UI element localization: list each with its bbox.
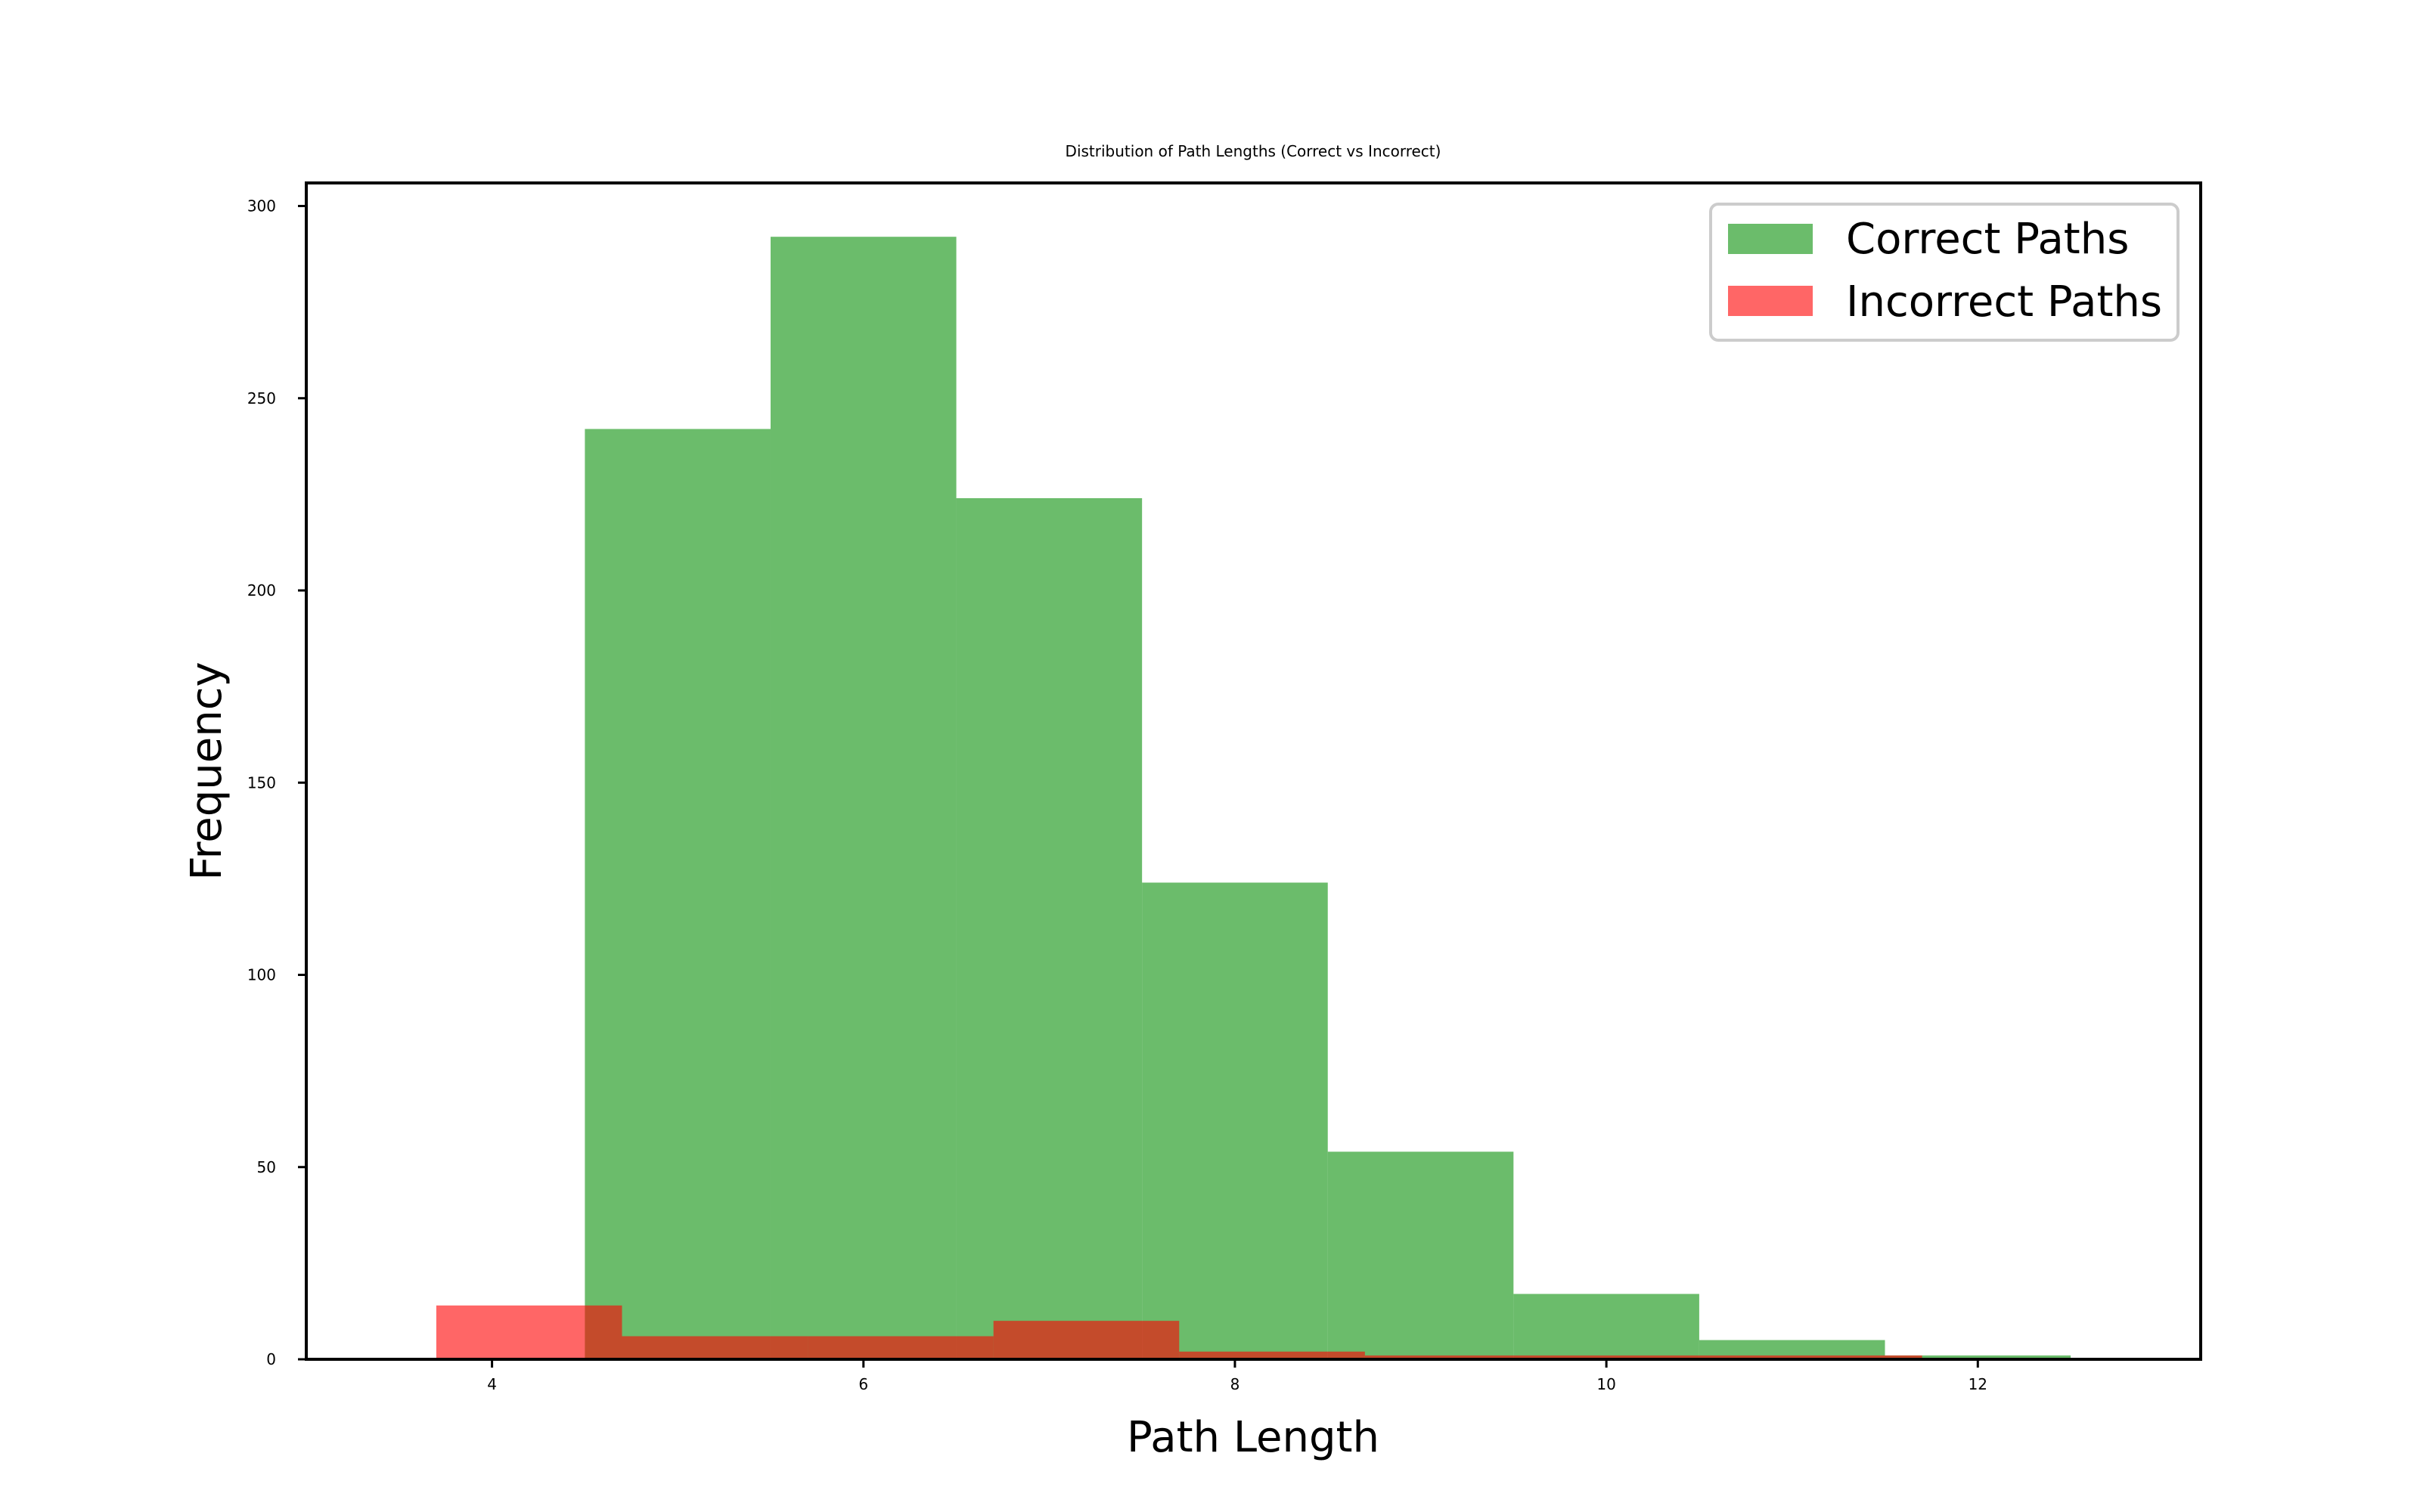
y-axis-label: Frequency [182,662,231,880]
bar-correct-paths-3 [1142,882,1328,1359]
legend-swatch-correct [1728,224,1813,254]
y-tick-label: 0 [266,1350,276,1368]
bar-incorrect-paths-5 [1364,1355,1551,1359]
bar-incorrect-paths-7 [1736,1355,1922,1359]
x-axis: 4 6 8 10 12 [487,1359,1987,1393]
x-tick-label: 4 [487,1375,497,1393]
y-tick-label: 300 [247,197,276,215]
y-tick-label: 50 [257,1158,276,1176]
bar-incorrect-paths-4 [1179,1351,1365,1359]
bar-correct-paths-2 [956,497,1143,1360]
y-tick-label: 200 [247,581,276,600]
legend-label-incorrect: Incorrect Paths [1846,277,2162,327]
x-tick-label: 6 [858,1375,868,1393]
bars-layer [436,237,2071,1360]
x-tick-label: 10 [1596,1375,1615,1393]
x-tick-label: 8 [1230,1375,1240,1393]
x-axis-label: Path Length [1127,1413,1379,1462]
y-tick-label: 250 [247,389,276,407]
bar-incorrect-paths-2 [808,1336,994,1359]
y-tick-label: 150 [247,773,276,792]
bar-incorrect-paths-0 [436,1305,622,1359]
bar-correct-paths-5 [1513,1294,1699,1359]
bar-incorrect-paths-6 [1550,1355,1737,1359]
bar-correct-paths-0 [585,429,771,1359]
bar-correct-paths-1 [770,237,957,1359]
legend-label-correct: Correct Paths [1846,215,2129,264]
plot-area-frame [305,181,2202,1361]
legend-frame [1709,203,2180,342]
bar-incorrect-paths-3 [993,1321,1180,1359]
y-axis: 0 50 100 150 200 250 300 [247,197,306,1368]
chart-title: Distribution of Path Lengths (Correct vs… [1066,142,1441,160]
legend: Correct Paths Incorrect Paths [1709,203,2180,342]
bar-incorrect-paths-1 [622,1336,808,1359]
bar-correct-paths-7 [1885,1355,2071,1359]
x-tick-label: 12 [1969,1375,1987,1393]
legend-swatch-incorrect [1728,286,1813,316]
y-tick-label: 100 [247,966,276,984]
bar-correct-paths-4 [1327,1151,1514,1359]
